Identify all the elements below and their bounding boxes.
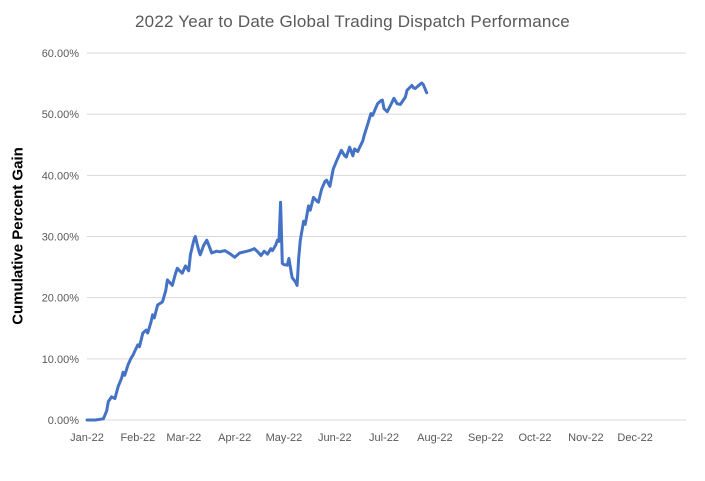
y-axis-tick-label: 0.00% <box>48 415 79 427</box>
y-axis-tick-label: 30.00% <box>42 232 80 244</box>
y-axis-tick-label: 60.00% <box>42 48 80 60</box>
x-axis-tick-label: May-22 <box>266 432 303 444</box>
x-axis-tick-label: Feb-22 <box>120 432 155 444</box>
x-axis-tick-label: Apr-22 <box>218 432 251 444</box>
y-axis-title: Cumulative Percent Gain <box>9 147 27 325</box>
x-axis-tick-label: Jun-22 <box>318 432 352 444</box>
x-axis-tick-label: Dec-22 <box>617 432 652 444</box>
y-axis-tick-label: 40.00% <box>42 170 80 182</box>
x-axis-tick-label: Jul-22 <box>369 432 399 444</box>
y-axis-tick-label: 50.00% <box>42 109 80 121</box>
y-axis-tick-label: 10.00% <box>42 354 80 366</box>
x-axis-tick-label: Oct-22 <box>519 432 552 444</box>
series-line <box>85 81 429 422</box>
x-axis-tick-label: Jan-22 <box>70 432 104 444</box>
x-axis-tick-label: Aug-22 <box>417 432 452 444</box>
x-axis-tick-label: Mar-22 <box>166 432 201 444</box>
x-axis-tick-label: Sep-22 <box>468 432 503 444</box>
chart-title: 2022 Year to Date Global Trading Dispatc… <box>135 12 570 31</box>
y-axis-tick-label: 20.00% <box>42 293 80 305</box>
x-axis-tick-label: Nov-22 <box>568 432 603 444</box>
